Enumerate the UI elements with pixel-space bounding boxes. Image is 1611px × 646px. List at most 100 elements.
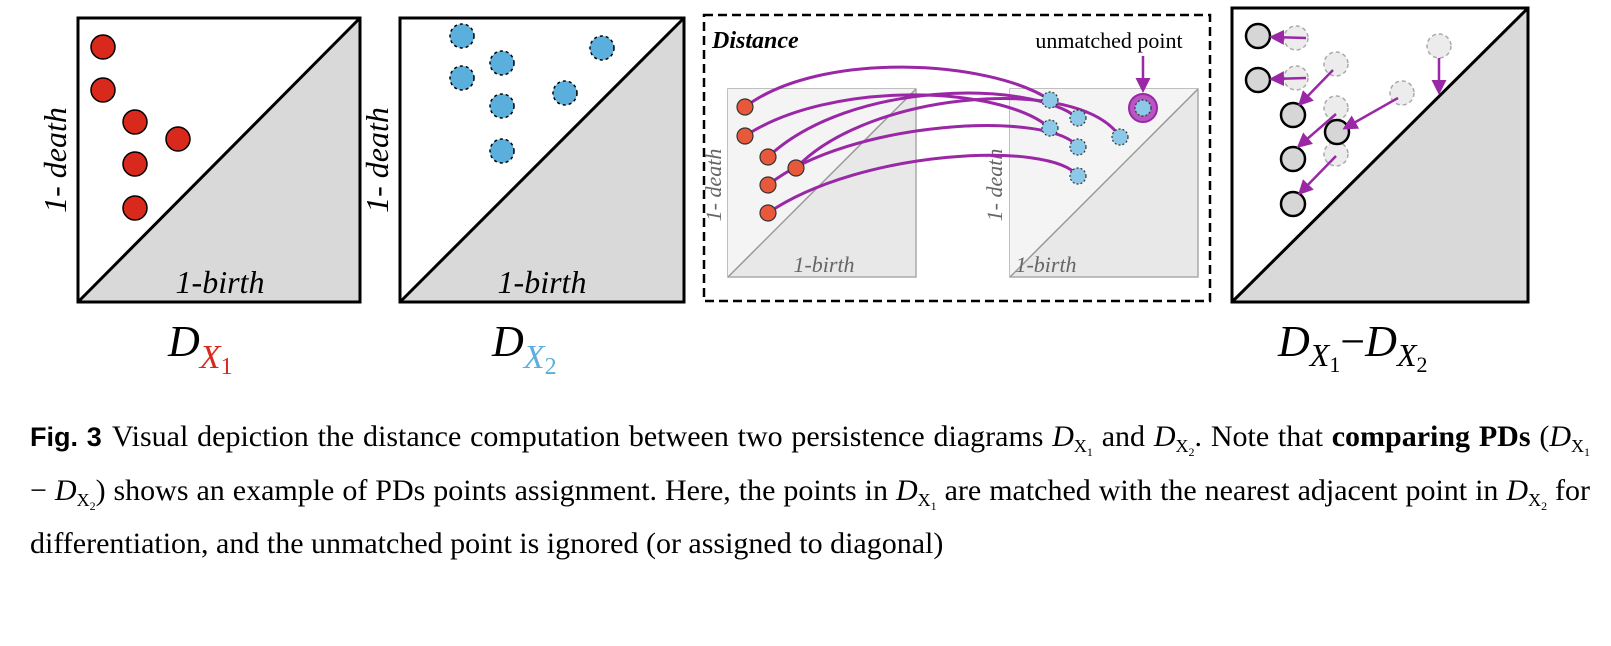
caption-math: DX1 [1052, 420, 1093, 459]
dx1-title-sub: X [198, 339, 222, 376]
diff-arrow [1297, 155, 1337, 196]
dx2-point [552, 80, 578, 106]
figure: 1-birth 1- death DX1 1-birth 1- death DX… [37, 6, 1530, 380]
dx2-point [489, 50, 515, 76]
distance-right-xlabel: 1-birth [1015, 252, 1076, 277]
diff-ghost-point [1323, 141, 1349, 167]
caption-math: DX2 [1153, 420, 1195, 459]
dx1-point [90, 77, 116, 103]
caption-text: are matched with the nearest adjacent po… [936, 474, 1507, 507]
dx2-title-sub: X [522, 339, 546, 376]
diff-arrow [1269, 71, 1307, 87]
dx1-point [90, 34, 116, 60]
diff-ghost-point [1426, 33, 1452, 59]
dx1-title: DX1 [167, 317, 233, 380]
dx1-point [122, 195, 148, 221]
distance-blue-point [1111, 128, 1129, 146]
distance-right-ylabel: 1- death [982, 149, 1007, 222]
distance-blue-point [1041, 119, 1059, 137]
distance-red-point [759, 148, 777, 166]
dx1-title-subsub: 1 [221, 354, 233, 380]
dx2-ylabel: 1- death [359, 107, 395, 213]
caption-math: DX1 [1549, 420, 1590, 459]
panel-diff: DX1−DX2 [1230, 6, 1530, 377]
diff-arrow [1269, 29, 1307, 45]
diff-arrow [1296, 113, 1337, 148]
distance-red-points [736, 98, 805, 222]
dx2-point [489, 93, 515, 119]
diff-arrows [1269, 29, 1447, 196]
diff-ghost-point [1323, 95, 1349, 121]
caption-math: DX2 [54, 474, 96, 513]
matching-arc [767, 153, 1080, 215]
diff-solid-point [1279, 101, 1307, 129]
dx1-point [122, 109, 148, 135]
caption-text: Visual depiction the distance computatio… [111, 420, 1053, 453]
distance-left-ylabel: 1- death [701, 149, 726, 222]
dx1-xlabel: 1-birth [176, 264, 265, 300]
dx2-point [489, 138, 515, 164]
dx1-diagonal [76, 16, 362, 304]
dx1-point [165, 126, 191, 152]
dx2-points [449, 23, 615, 164]
diff-title-left-subsub: 1 [1329, 352, 1340, 377]
dx2-title-base: D [491, 317, 524, 366]
diff-arrow [1297, 69, 1334, 107]
dx2-point [449, 23, 475, 49]
distance-red-point [787, 159, 805, 177]
dx2-point [589, 35, 615, 61]
caption-math: DX1 [895, 474, 937, 513]
distance-red-point [736, 127, 754, 145]
dx2-xlabel: 1-birth [498, 264, 587, 300]
panel-dx2: 1-birth 1- death DX2 [359, 16, 686, 380]
distance-title: Distance [711, 28, 799, 54]
distance-blue-points [1041, 91, 1129, 185]
distance-blue-point [1069, 138, 1087, 156]
distance-red-point [759, 204, 777, 222]
dx1-point [122, 151, 148, 177]
distance-blue-point [1041, 91, 1059, 109]
dx1-ylabel: 1- death [37, 107, 73, 213]
distance-red-point [759, 176, 777, 194]
caption-text: ( [1530, 420, 1550, 453]
diff-diagonal [1230, 6, 1530, 304]
dx2-title-subsub: 2 [545, 354, 557, 380]
matching-arcs [744, 65, 1122, 215]
caption-fig-label: Fig. 3 [30, 422, 102, 452]
dx1-frame [76, 16, 362, 304]
diff-title: DX1−DX2 [1277, 317, 1427, 377]
distance-blue-point [1069, 167, 1087, 185]
matching-arc [794, 97, 1122, 170]
diff-title-right-sub: X [1395, 337, 1418, 373]
diff-title-right-subsub: 2 [1416, 352, 1427, 377]
panel-dx1: 1-birth 1- death DX1 [37, 16, 362, 380]
diff-solid-point [1279, 145, 1307, 173]
panel-distance: Distance unmatched point 1-birth 1- deat… [701, 13, 1212, 303]
diff-frame [1230, 6, 1530, 304]
diff-solid-point [1323, 118, 1351, 146]
dx2-frame [398, 16, 686, 304]
dx1-points [90, 34, 191, 221]
diff-title-minus: − [1340, 317, 1365, 366]
diff-ghost-points [1283, 25, 1452, 167]
diff-title-left-sub: X [1308, 337, 1331, 373]
diff-ghost-point [1323, 51, 1349, 77]
distance-red-point [736, 98, 754, 116]
diff-title-right-base: D [1364, 317, 1397, 366]
matching-arc [744, 65, 1051, 109]
diff-arrow [1342, 96, 1399, 130]
diff-title-left-base: D [1277, 317, 1310, 366]
dx2-diagonal [398, 16, 686, 304]
dx1-title-base: D [167, 317, 200, 366]
caption-bold: comparing PDs [1331, 420, 1531, 453]
matching-arc [744, 93, 1051, 138]
unmatched-point [1134, 99, 1152, 117]
matching-arc [767, 124, 1080, 187]
distance-right-diagonal [1009, 88, 1199, 278]
diff-solid-point [1244, 66, 1272, 94]
caption-text: and [1092, 420, 1154, 453]
diff-solid-point [1279, 190, 1307, 218]
dx2-point [449, 65, 475, 91]
caption-text: ) shows an example of PDs points assignm… [95, 474, 896, 507]
caption-text: − [30, 474, 55, 507]
